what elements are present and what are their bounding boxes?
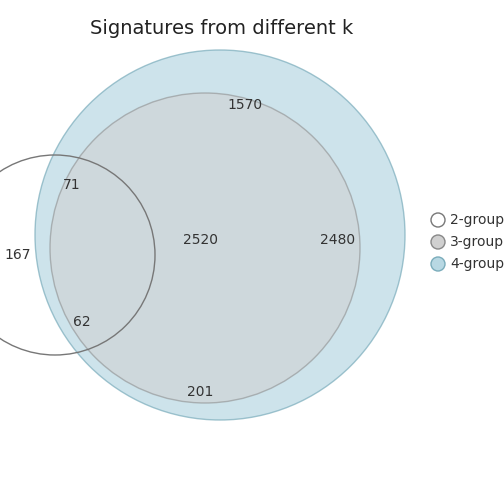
Circle shape bbox=[50, 93, 360, 403]
Text: 2-group: 2-group bbox=[450, 213, 504, 227]
Text: 2480: 2480 bbox=[321, 233, 355, 247]
Text: 201: 201 bbox=[187, 385, 213, 399]
Circle shape bbox=[431, 213, 445, 227]
Text: 167: 167 bbox=[5, 248, 31, 262]
Text: 62: 62 bbox=[73, 315, 91, 329]
Text: 1570: 1570 bbox=[227, 98, 263, 112]
Circle shape bbox=[35, 50, 405, 420]
Text: 3-group: 3-group bbox=[450, 235, 504, 249]
Text: 71: 71 bbox=[63, 178, 81, 192]
Text: 2520: 2520 bbox=[182, 233, 218, 247]
Circle shape bbox=[431, 235, 445, 249]
Circle shape bbox=[431, 257, 445, 271]
Text: Signatures from different k: Signatures from different k bbox=[90, 19, 354, 37]
Text: 4-group: 4-group bbox=[450, 257, 504, 271]
